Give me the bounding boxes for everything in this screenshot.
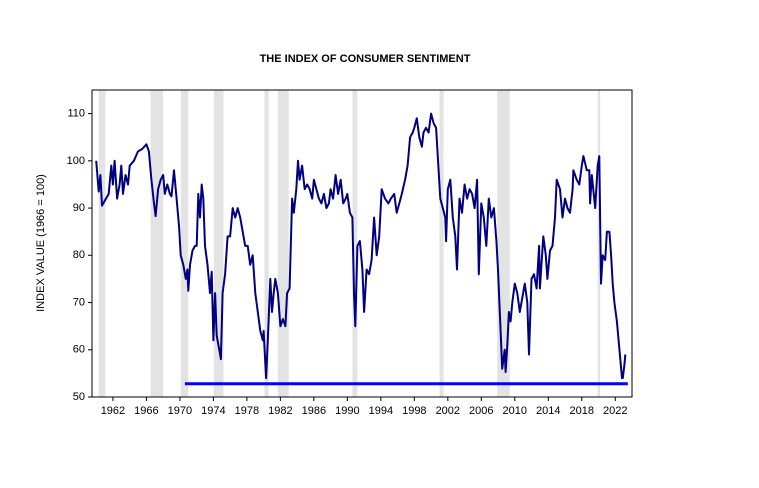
plot-frame	[91, 89, 633, 398]
x-tick-label: 2018	[570, 405, 594, 417]
x-tick-label: 1966	[134, 405, 158, 417]
x-tick-label: 2006	[469, 405, 493, 417]
y-tick-label: 50	[73, 391, 85, 403]
y-axis-label: INDEX VALUE (1966 = 100)	[35, 174, 47, 312]
x-tick-label: 1962	[101, 405, 125, 417]
x-tick-label: 1986	[302, 405, 326, 417]
y-tick-label: 90	[73, 202, 85, 214]
x-tick-label: 1990	[335, 405, 359, 417]
recession-band	[98, 90, 106, 397]
y-tick-label: 110	[67, 108, 85, 120]
recession-band	[439, 90, 444, 397]
x-tick-label: 1994	[369, 405, 393, 417]
x-tick-label: 1974	[201, 405, 225, 417]
y-tick-label: 60	[73, 344, 85, 356]
y-tick-label: 70	[73, 296, 85, 308]
recession-band	[277, 90, 289, 397]
y-tick-label: 80	[73, 249, 85, 261]
recession-band	[264, 90, 269, 397]
recession-band	[597, 90, 601, 397]
recession-band	[352, 90, 358, 397]
recession-band	[180, 90, 189, 397]
x-tick-label: 1970	[168, 405, 192, 417]
series-line	[95, 112, 627, 380]
x-tick-label: 2014	[536, 405, 560, 417]
x-tick-label: 2002	[436, 405, 460, 417]
y-tick-label: 100	[67, 155, 85, 167]
x-tick-label: 2010	[503, 405, 527, 417]
x-tick-label: 1978	[235, 405, 259, 417]
x-tick-label: 1982	[268, 405, 292, 417]
x-tick-label: 1998	[402, 405, 426, 417]
recession-band	[213, 90, 224, 397]
chart-title: THE INDEX OF CONSUMER SENTIMENT	[260, 53, 471, 65]
recession-band	[150, 90, 164, 397]
x-tick-label: 2022	[603, 405, 627, 417]
